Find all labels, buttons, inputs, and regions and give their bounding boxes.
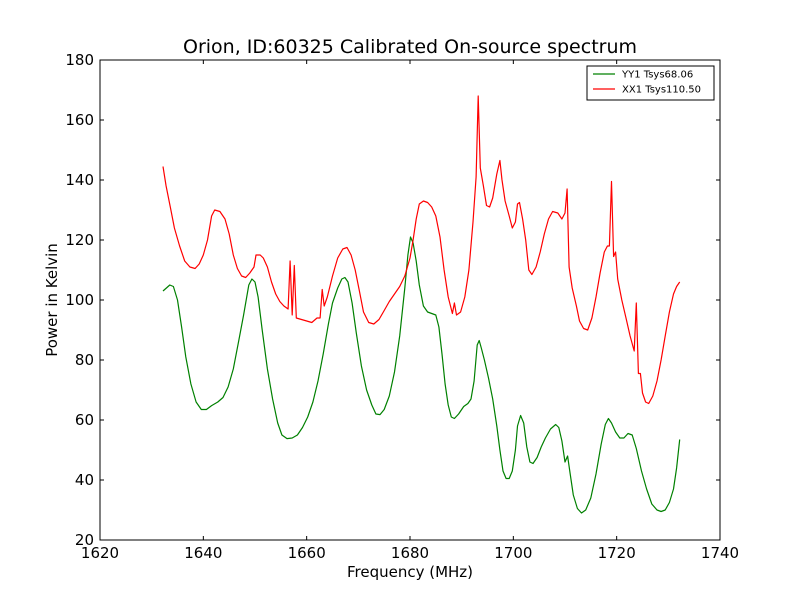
- plot-area: 1620 1640 1660 1680 1700 1720 1740 20 40 60 80 100 1…: [65, 51, 739, 562]
- tick-layer: 1620 1640 1660 1680 1700 1720 1740 20 40 60 80 100 1…: [65, 51, 739, 562]
- x-tick-label: 1660: [288, 544, 326, 562]
- x-tick-label: 1640: [184, 544, 222, 562]
- x-tick-label: 1620: [81, 544, 119, 562]
- y-tick-label: 20: [75, 531, 94, 549]
- y-tick-label: 100: [65, 291, 94, 309]
- legend-box: [586, 65, 715, 101]
- series-line-xx1: [162, 95, 681, 405]
- x-axis-label: Frequency (MHz): [347, 563, 473, 581]
- y-tick-label: 120: [65, 231, 94, 249]
- legend-label-xx1: XX1 Tsys110.50: [622, 85, 701, 96]
- y-axis-label: Power in Kelvin: [43, 243, 61, 357]
- series-line-yy1: [162, 236, 681, 514]
- series-layer: [162, 95, 681, 514]
- legend-label-yy1: YY1 Tsys68.06: [621, 70, 693, 81]
- y-tick-label: 140: [65, 171, 94, 189]
- y-tick-label: 180: [65, 51, 94, 69]
- y-tick-label: 60: [75, 411, 94, 429]
- y-tick-label: 40: [75, 471, 94, 489]
- chart-title: Orion, ID:60325 Calibrated On-source spe…: [183, 36, 637, 58]
- plot-background: [100, 60, 720, 540]
- y-tick-label: 160: [65, 111, 94, 129]
- y-tick-label: 80: [75, 351, 94, 369]
- x-tick-label: 1740: [701, 544, 739, 562]
- x-tick-label: 1720: [598, 544, 636, 562]
- x-tick-label: 1700: [494, 544, 532, 562]
- x-tick-label: 1680: [391, 544, 429, 562]
- legend: YY1 Tsys68.06 XX1 Tsys110.50: [586, 65, 715, 101]
